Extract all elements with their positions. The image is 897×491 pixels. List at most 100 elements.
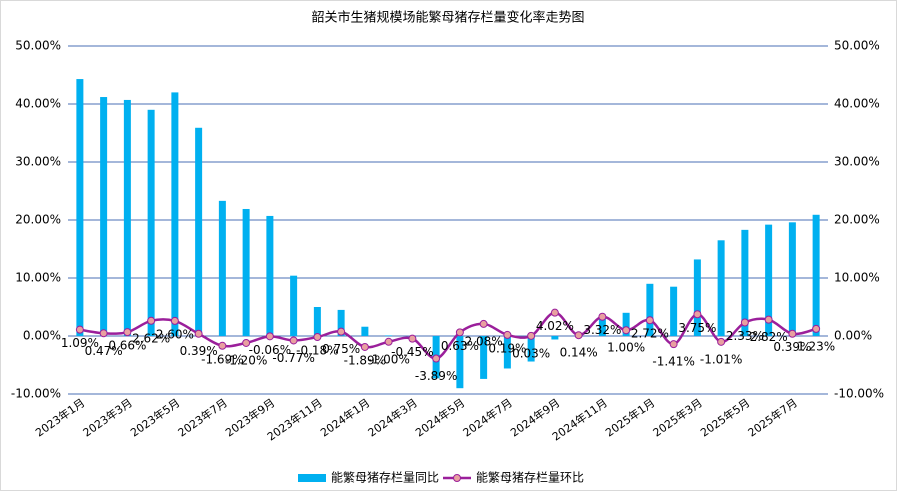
- data-label: 0.39%: [180, 344, 218, 358]
- bar: [337, 309, 345, 336]
- bar: [218, 200, 226, 336]
- bar: [242, 208, 250, 336]
- data-label: 1.09%: [61, 336, 99, 350]
- y2-tick-label: 10.00%: [834, 271, 880, 285]
- marker: [99, 329, 108, 338]
- bar: [147, 109, 155, 336]
- bar: [551, 336, 559, 340]
- data-label: -1.69%: [201, 352, 243, 366]
- data-label: 0.19%: [488, 341, 526, 355]
- marker: [313, 333, 322, 342]
- marker: [360, 342, 369, 351]
- y-tick-label: 40.00%: [15, 97, 61, 111]
- bar: [171, 92, 179, 337]
- data-label: 2.60%: [156, 327, 194, 341]
- marker: [693, 310, 702, 319]
- data-label: 0.75%: [322, 342, 360, 356]
- bar: [123, 99, 131, 336]
- marker: [75, 325, 84, 334]
- data-label: -0.45%: [391, 345, 433, 359]
- bar: [670, 286, 678, 336]
- legend-swatch: [298, 474, 326, 482]
- data-label: -1.01%: [700, 352, 742, 366]
- y-tick-label: 20.00%: [15, 213, 61, 227]
- data-label: 2.33%: [726, 329, 764, 343]
- marker: [432, 354, 441, 363]
- data-label: 0.47%: [85, 344, 123, 358]
- y2-tick-label: 50.00%: [834, 39, 880, 53]
- bar: [361, 326, 369, 336]
- bar: [480, 336, 488, 379]
- marker: [740, 318, 749, 327]
- marker: [194, 329, 203, 338]
- bar: [741, 229, 749, 336]
- y2-tick-label: 0.00%: [834, 329, 872, 343]
- marker: [645, 316, 654, 325]
- marker: [622, 326, 631, 335]
- data-label: 2.08%: [465, 334, 503, 348]
- data-label: 1.00%: [607, 341, 645, 355]
- data-label: 4.02%: [536, 319, 574, 333]
- bar: [503, 336, 511, 369]
- data-label: -1.20%: [225, 353, 267, 367]
- marker: [337, 327, 346, 336]
- marker: [598, 312, 607, 321]
- y2-tick-label: 40.00%: [834, 97, 880, 111]
- marker: [289, 336, 298, 345]
- marker: [503, 330, 512, 339]
- bar: [693, 259, 701, 336]
- data-label: -0.06%: [249, 343, 291, 357]
- marker: [455, 328, 464, 337]
- marker: [123, 328, 132, 337]
- legend-label: 能繁母猪存栏量环比: [476, 470, 584, 485]
- y-tick-label: -10.00%: [11, 387, 61, 401]
- data-label: 2.72%: [631, 327, 669, 341]
- bar: [788, 222, 796, 336]
- data-label: -1.41%: [652, 355, 694, 369]
- marker: [550, 308, 559, 317]
- y-tick-label: 0.00%: [23, 329, 61, 343]
- y2-tick-label: -10.00%: [834, 387, 884, 401]
- data-label: 3.75%: [678, 321, 716, 335]
- data-label: -0.18%: [296, 344, 338, 358]
- data-label: 0.39%: [773, 340, 811, 354]
- legend-label: 能繁母猪存栏量同比: [331, 470, 439, 485]
- bar: [290, 275, 298, 336]
- y2-tick-label: 20.00%: [834, 213, 880, 227]
- marker: [479, 319, 488, 328]
- data-label: 2.82%: [750, 330, 788, 344]
- marker: [764, 315, 773, 324]
- data-label: -0.77%: [272, 351, 314, 365]
- data-label: 0.14%: [560, 346, 598, 360]
- bar: [765, 224, 773, 336]
- bar: [76, 79, 84, 336]
- data-label: 3.32%: [583, 323, 621, 337]
- bar: [195, 127, 203, 336]
- marker: [812, 324, 821, 333]
- y-tick-label: 50.00%: [15, 39, 61, 53]
- data-label: -3.89%: [415, 369, 457, 383]
- marker: [147, 316, 156, 325]
- y-tick-label: 30.00%: [15, 155, 61, 169]
- bar: [385, 335, 393, 336]
- bar: [456, 336, 464, 389]
- marker: [574, 331, 583, 340]
- bar: [266, 215, 274, 336]
- marker: [170, 316, 179, 325]
- marker: [242, 338, 251, 347]
- y2-tick-label: 30.00%: [834, 155, 880, 169]
- marker: [408, 334, 417, 343]
- marker: [788, 329, 797, 338]
- data-label: 0.03%: [512, 346, 550, 360]
- marker: [384, 337, 393, 346]
- data-label: 0.63%: [441, 339, 479, 353]
- data-label: -1.89%: [344, 353, 386, 367]
- bar: [598, 318, 606, 336]
- marker: [669, 340, 678, 349]
- data-label: 0.66%: [108, 339, 146, 353]
- data-label: -1.00%: [367, 352, 409, 366]
- bar: [527, 336, 535, 362]
- bar: [622, 312, 630, 336]
- marker: [265, 332, 274, 341]
